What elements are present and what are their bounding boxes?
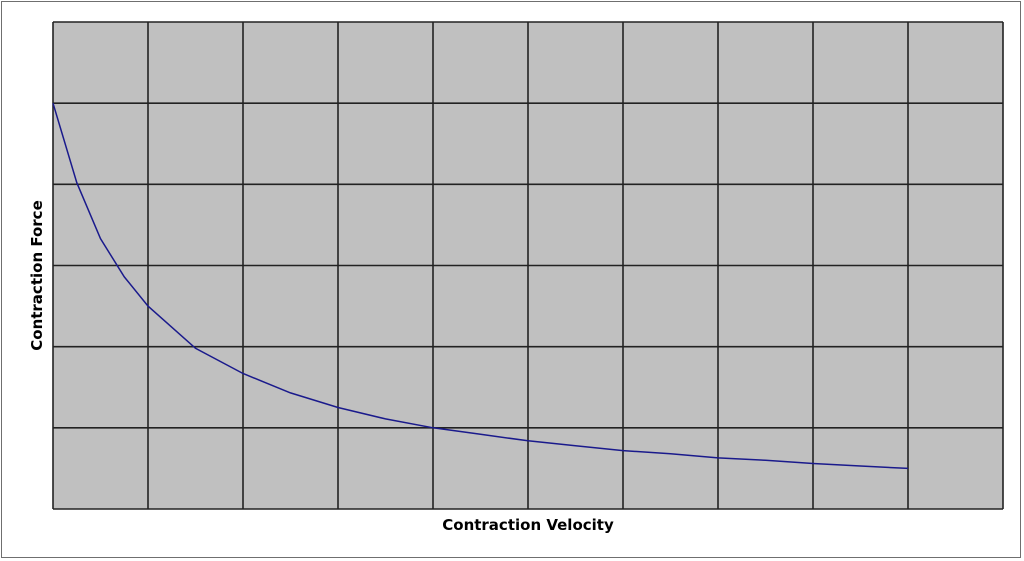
- grid-lines: [52, 21, 1004, 510]
- series-line: [52, 102, 909, 470]
- y-axis-label: Contraction Force: [28, 200, 46, 351]
- x-axis-label: Contraction Velocity: [442, 516, 614, 534]
